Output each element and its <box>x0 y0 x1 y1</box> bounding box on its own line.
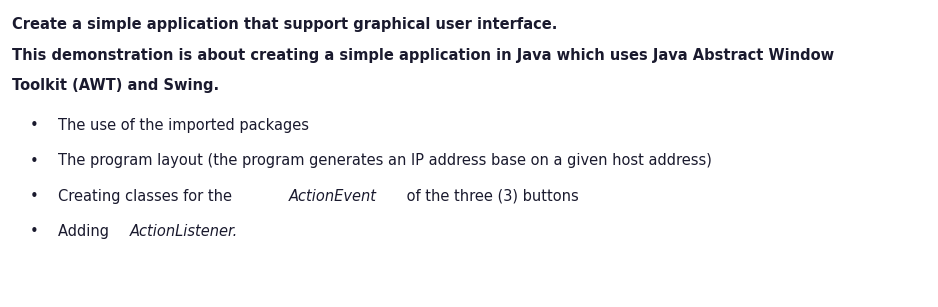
Text: The use of the imported packages: The use of the imported packages <box>58 118 310 133</box>
Text: •: • <box>30 154 38 169</box>
Text: The program layout (the program generates an IP address base on a given host add: The program layout (the program generate… <box>58 154 712 169</box>
Text: of the three (3) buttons: of the three (3) buttons <box>402 189 579 204</box>
Text: ActionListener.: ActionListener. <box>130 224 238 239</box>
Text: Create a simple application that support graphical user interface.: Create a simple application that support… <box>12 17 557 32</box>
Text: ActionEvent: ActionEvent <box>289 189 377 204</box>
Text: This demonstration is about creating a simple application in Java which uses Jav: This demonstration is about creating a s… <box>12 48 834 63</box>
Text: •: • <box>30 118 38 133</box>
Text: •: • <box>30 224 38 239</box>
Text: Toolkit (AWT) and Swing.: Toolkit (AWT) and Swing. <box>12 78 219 93</box>
Text: Creating classes for the: Creating classes for the <box>58 189 236 204</box>
Text: Adding: Adding <box>58 224 113 239</box>
Text: •: • <box>30 189 38 204</box>
